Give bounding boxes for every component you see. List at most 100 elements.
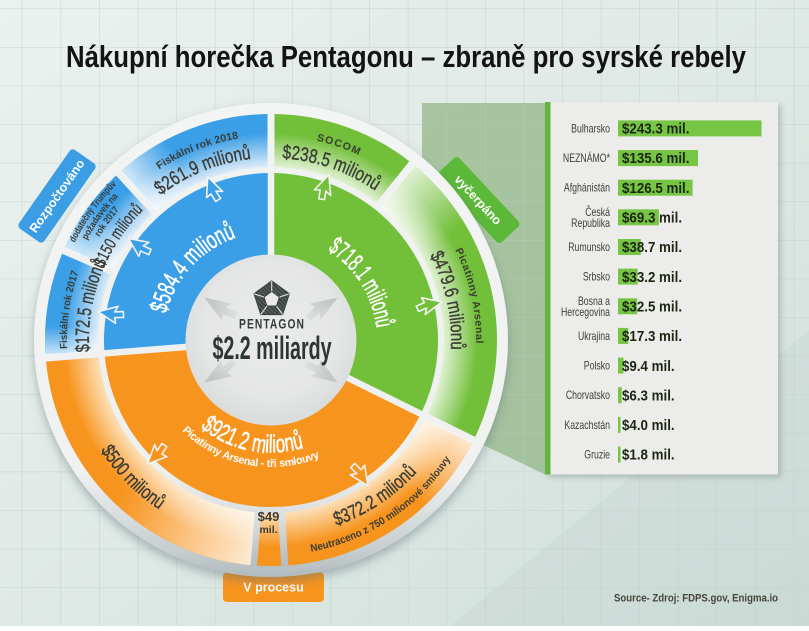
svg-text:o: o [446,323,469,333]
svg-text:$69.3 mil.: $69.3 mil. [622,209,682,226]
svg-text:o: o [198,138,208,151]
svg-text:ů: ů [104,181,115,192]
svg-text:u: u [434,463,447,475]
svg-text:Polsko: Polsko [584,361,610,373]
svg-text:s: s [59,334,70,340]
svg-text:e: e [98,204,109,214]
svg-text:1: 1 [225,131,233,144]
svg-text:Bulharsko: Bulharsko [571,123,610,135]
svg-text:.: . [438,281,461,292]
svg-text:r: r [228,451,237,464]
svg-text:v: v [95,208,106,218]
svg-text:2: 2 [101,216,112,226]
svg-text:l: l [179,147,187,159]
svg-text:m: m [250,429,269,459]
svg-text:Rumunsko: Rumunsko [568,242,610,254]
svg-text:v: v [410,490,422,502]
svg-text:í: í [188,142,196,155]
svg-text:$126.5 mil.: $126.5 mil. [622,179,689,196]
svg-text:u: u [301,452,310,465]
svg-text:n: n [466,283,479,292]
svg-text:i: i [391,508,400,519]
svg-text:i: i [218,146,227,168]
svg-text:0: 0 [219,132,228,145]
svg-text:3: 3 [299,143,311,166]
svg-text:S: S [316,132,326,145]
svg-text:Republika: Republika [571,218,610,230]
svg-text:m: m [284,456,295,469]
svg-text:C: C [333,137,344,151]
svg-text:a: a [92,211,103,221]
svg-text:$9.4 mil.: $9.4 mil. [622,357,675,374]
svg-text:s: s [279,457,286,470]
svg-text:ý: ý [85,205,97,215]
svg-text:ů: ů [446,341,468,350]
svg-text:u: u [93,194,105,205]
svg-text:i: i [185,428,195,439]
svg-text:a: a [459,263,472,273]
svg-text:2: 2 [64,285,76,293]
svg-text:$: $ [282,141,292,164]
svg-text:a: a [74,222,86,231]
svg-text:k: k [101,200,112,210]
svg-text:n: n [105,194,116,205]
svg-text:n: n [348,530,358,543]
svg-text:z: z [361,524,370,536]
svg-text:$1.8 mil.: $1.8 mil. [622,446,675,463]
svg-text:č: č [80,213,92,223]
svg-text:i: i [265,430,270,458]
svg-text:t: t [266,458,270,470]
svg-text:o: o [354,528,364,541]
svg-text:$243.3 mil.: $243.3 mil. [622,120,689,137]
svg-text:Chorvatsko: Chorvatsko [566,390,610,402]
svg-text:e: e [77,216,89,226]
svg-text:e: e [472,320,485,327]
svg-text:5: 5 [372,518,383,531]
svg-text:e: e [343,532,352,545]
svg-text:n: n [402,497,414,510]
svg-text:A: A [221,449,233,463]
svg-text:$49: $49 [258,509,280,524]
svg-text:Gruzie: Gruzie [584,449,610,461]
svg-text:7: 7 [72,328,94,336]
svg-text:a: a [109,191,120,202]
svg-text:l: l [393,506,402,517]
svg-text:i: i [463,273,475,280]
svg-text:a: a [473,334,485,340]
svg-text:NEZNÁMO*: NEZNÁMO* [563,151,610,166]
svg-text:Ukrajina: Ukrajina [578,331,610,343]
svg-text:i: i [445,312,468,318]
svg-text:y: y [311,449,321,462]
svg-text:o: o [94,225,106,235]
svg-text:Afghánistán: Afghánistán [564,183,610,195]
svg-text:0: 0 [66,280,79,288]
svg-text:1: 1 [72,336,94,344]
svg-text:v: v [438,458,451,469]
svg-text:$6.3 mil.: $6.3 mil. [622,387,675,404]
svg-text:n: n [243,455,252,468]
svg-text:n: n [207,443,219,457]
svg-text:n: n [60,315,72,322]
svg-text:v: v [107,178,118,189]
svg-text:e: e [237,454,246,467]
svg-text:.: . [315,146,325,169]
svg-text:N: N [310,542,319,554]
svg-text:s: s [163,154,174,167]
svg-text:a: a [87,220,99,230]
svg-text:.: . [73,315,95,321]
svg-text:k: k [63,293,75,301]
svg-text:i: i [272,430,276,458]
svg-text:y: y [213,445,224,459]
svg-text:á: á [173,148,184,161]
svg-text:n: n [283,428,296,457]
svg-text:2: 2 [290,141,301,164]
svg-text:l: l [269,430,273,458]
svg-text:i: i [274,458,277,470]
svg-text:$: $ [72,343,94,353]
svg-text:V procesu: V procesu [243,581,303,595]
svg-text:$2.2 miliardy: $2.2 miliardy [212,330,331,366]
svg-text:r: r [91,197,102,207]
svg-text:o: o [406,493,418,506]
svg-text:k: k [168,151,179,164]
svg-text:t: t [76,220,87,228]
